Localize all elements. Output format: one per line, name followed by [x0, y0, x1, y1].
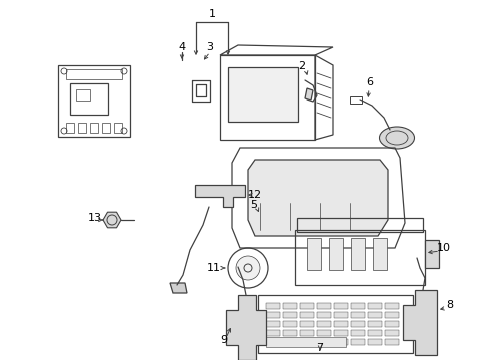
Bar — [283, 339, 296, 345]
Bar — [265, 303, 280, 309]
Text: 13: 13 — [88, 213, 102, 223]
Bar — [283, 312, 296, 318]
Bar — [66, 123, 74, 133]
Text: 5: 5 — [250, 200, 257, 210]
Bar — [294, 230, 424, 285]
Bar — [350, 321, 364, 327]
Bar — [349, 96, 361, 104]
Bar — [333, 321, 347, 327]
Text: 3: 3 — [206, 42, 213, 52]
Text: 6: 6 — [366, 77, 373, 87]
Bar — [316, 312, 330, 318]
Bar — [299, 303, 313, 309]
Bar — [227, 67, 297, 122]
Bar — [384, 312, 398, 318]
Bar — [384, 330, 398, 336]
Text: 9: 9 — [220, 335, 227, 345]
Text: 1: 1 — [208, 9, 215, 19]
Polygon shape — [424, 240, 438, 268]
Polygon shape — [195, 185, 244, 207]
Bar — [102, 123, 110, 133]
Bar — [299, 312, 313, 318]
Bar — [90, 123, 98, 133]
Bar — [316, 330, 330, 336]
Bar — [283, 321, 296, 327]
Bar — [328, 238, 342, 270]
Bar — [350, 312, 364, 318]
Bar — [78, 123, 86, 133]
Bar — [70, 83, 108, 115]
Bar — [58, 65, 130, 137]
Bar — [367, 339, 381, 345]
Bar — [265, 330, 280, 336]
Bar — [299, 330, 313, 336]
Text: 7: 7 — [316, 343, 323, 353]
Bar — [367, 330, 381, 336]
Bar — [114, 123, 122, 133]
Bar — [265, 321, 280, 327]
Bar — [384, 339, 398, 345]
Bar — [367, 312, 381, 318]
Bar — [283, 303, 296, 309]
Bar — [220, 55, 314, 140]
Bar — [384, 321, 398, 327]
Bar — [333, 330, 347, 336]
Circle shape — [236, 256, 260, 280]
Bar — [299, 339, 313, 345]
Bar — [66, 69, 122, 79]
Text: 2: 2 — [298, 61, 305, 71]
Bar — [367, 303, 381, 309]
Text: 4: 4 — [178, 42, 185, 52]
Bar — [350, 330, 364, 336]
Text: 11: 11 — [206, 263, 221, 273]
Bar — [333, 339, 347, 345]
Text: 12: 12 — [247, 190, 262, 200]
Bar — [350, 303, 364, 309]
Polygon shape — [402, 290, 436, 355]
Bar — [265, 312, 280, 318]
Bar — [265, 339, 280, 345]
Bar — [296, 218, 422, 232]
Bar — [350, 339, 364, 345]
Bar — [265, 337, 346, 347]
Text: 10: 10 — [436, 243, 450, 253]
Bar — [316, 339, 330, 345]
Polygon shape — [225, 295, 265, 360]
Bar — [316, 321, 330, 327]
Bar — [333, 303, 347, 309]
Bar — [333, 312, 347, 318]
Polygon shape — [170, 283, 186, 293]
Bar — [76, 89, 90, 101]
Bar — [258, 295, 412, 353]
Bar — [367, 321, 381, 327]
Bar — [299, 321, 313, 327]
Text: 8: 8 — [446, 300, 453, 310]
Polygon shape — [247, 160, 387, 236]
Bar — [316, 303, 330, 309]
Bar — [372, 238, 386, 270]
Bar — [283, 330, 296, 336]
Polygon shape — [305, 88, 312, 100]
Bar — [384, 303, 398, 309]
Ellipse shape — [379, 127, 414, 149]
Bar — [350, 238, 364, 270]
Bar — [306, 238, 320, 270]
